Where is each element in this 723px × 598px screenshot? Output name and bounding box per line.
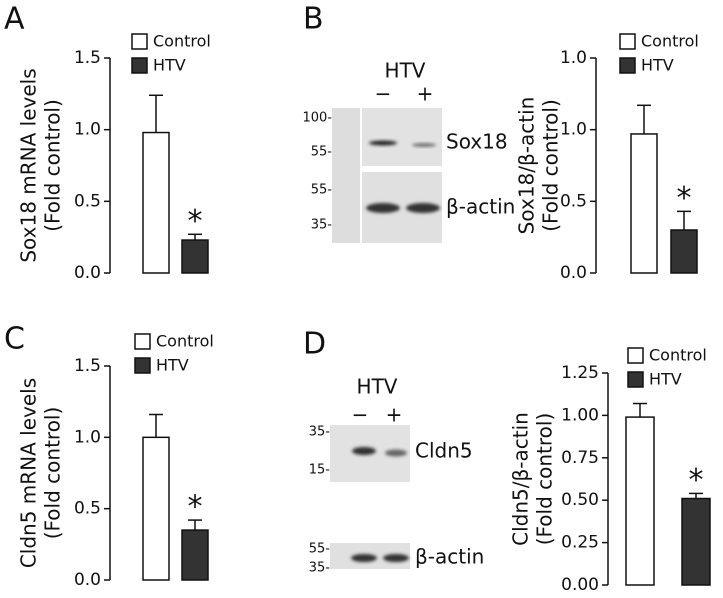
y-tick-label: 1.00	[561, 405, 599, 425]
marker-label: 55-	[311, 145, 333, 160]
legend-label: HTV	[649, 370, 682, 389]
marker-label: 35-	[309, 561, 331, 576]
band	[412, 143, 436, 147]
blot-d: HTV − + Cldn5 β-actin 35- 15- 55- 35-	[309, 375, 485, 576]
blot-group: HTV	[385, 59, 426, 83]
significance-mark: *	[689, 463, 704, 498]
y-tick-label: 0.75	[561, 448, 599, 468]
y-axis-label: Sox18 mRNA levels	[17, 68, 41, 262]
y-axis-label: (Fold control)	[41, 407, 65, 540]
marker-label: 55-	[311, 183, 333, 198]
y-tick-label: 0.5	[560, 191, 587, 211]
y-tick-label: 1.0	[560, 48, 587, 68]
y-tick-label: 1.25	[561, 363, 599, 383]
band	[352, 447, 376, 455]
y-tick-label: 1.0	[74, 120, 101, 140]
y-axis-label: Cldn5 mRNA levels	[17, 378, 41, 568]
marker-label: 55-	[309, 542, 331, 557]
legend-label: Control	[641, 32, 699, 51]
legend-label: HTV	[153, 56, 186, 75]
legend-label: Control	[153, 32, 211, 51]
legend-label: Control	[156, 332, 214, 351]
legend-swatch	[131, 33, 148, 50]
y-tick-label: 0.0	[560, 263, 587, 283]
ladder	[332, 108, 360, 243]
band	[369, 140, 397, 146]
marker-label: 15-	[309, 463, 331, 478]
y-axis-label: Sox18/β-actin	[515, 97, 539, 235]
blot-b: HTV − + Sox18 β-actin 100- 55- 55- 35-	[302, 59, 515, 243]
marker-label: 35-	[311, 218, 333, 233]
lane-label: +	[417, 82, 434, 106]
y-axis-label: (Fold control)	[533, 413, 557, 546]
bar	[670, 229, 698, 274]
legend-swatch	[627, 371, 644, 388]
y-tick-label: 0.0	[74, 570, 101, 590]
bar	[181, 529, 209, 581]
blot-group: HTV	[357, 375, 398, 399]
lane-label: −	[375, 82, 392, 106]
y-tick-label: 1.0	[74, 427, 101, 447]
significance-mark: *	[677, 181, 692, 216]
bar	[681, 497, 711, 586]
legend-swatch	[134, 357, 151, 374]
marker-label: 100-	[302, 111, 332, 126]
lane-label: −	[352, 403, 369, 427]
legend-swatch	[619, 33, 636, 50]
legend-label: HTV	[641, 56, 674, 75]
panel-label: C	[4, 322, 25, 357]
protein-label: β-actin	[446, 195, 515, 219]
lane-label: +	[386, 403, 403, 427]
legend-swatch	[627, 347, 644, 364]
y-tick-label: 0.5	[74, 191, 101, 211]
bar	[142, 436, 170, 581]
bar	[630, 133, 658, 274]
y-tick-label: 0.25	[561, 533, 599, 553]
y-tick-label: 0.0	[74, 263, 101, 283]
y-tick-label: 0.00	[561, 575, 599, 595]
band	[406, 203, 440, 213]
band	[383, 554, 409, 562]
y-tick-label: 1.5	[74, 356, 101, 376]
legend-label: Control	[649, 346, 707, 365]
marker-label: 35-	[309, 425, 331, 440]
y-axis-label: Cldn5/β-actin	[509, 412, 533, 546]
band	[385, 449, 407, 457]
y-tick-label: 1.5	[74, 48, 101, 68]
protein-label: β-actin	[415, 545, 484, 569]
band	[366, 203, 400, 213]
legend-label: HTV	[156, 356, 189, 375]
legend-swatch	[134, 333, 151, 350]
protein-label: Sox18	[446, 130, 508, 154]
bar	[625, 416, 655, 586]
panel-label: D	[303, 327, 326, 362]
panel-label: B	[303, 2, 324, 37]
legend-swatch	[131, 57, 148, 74]
significance-mark: *	[188, 490, 203, 525]
blot-membrane	[362, 108, 442, 166]
y-axis-label: (Fold control)	[41, 99, 65, 232]
bar	[181, 239, 209, 274]
y-axis-label: (Fold control)	[539, 99, 563, 232]
y-tick-label: 0.50	[561, 490, 599, 510]
panel-label: A	[4, 2, 25, 37]
y-tick-label: 1.0	[560, 120, 587, 140]
y-tick-label: 0.5	[74, 499, 101, 519]
band	[351, 554, 377, 562]
protein-label: Cldn5	[415, 439, 473, 463]
significance-mark: *	[188, 204, 203, 239]
legend-swatch	[619, 57, 636, 74]
bar	[142, 131, 170, 274]
